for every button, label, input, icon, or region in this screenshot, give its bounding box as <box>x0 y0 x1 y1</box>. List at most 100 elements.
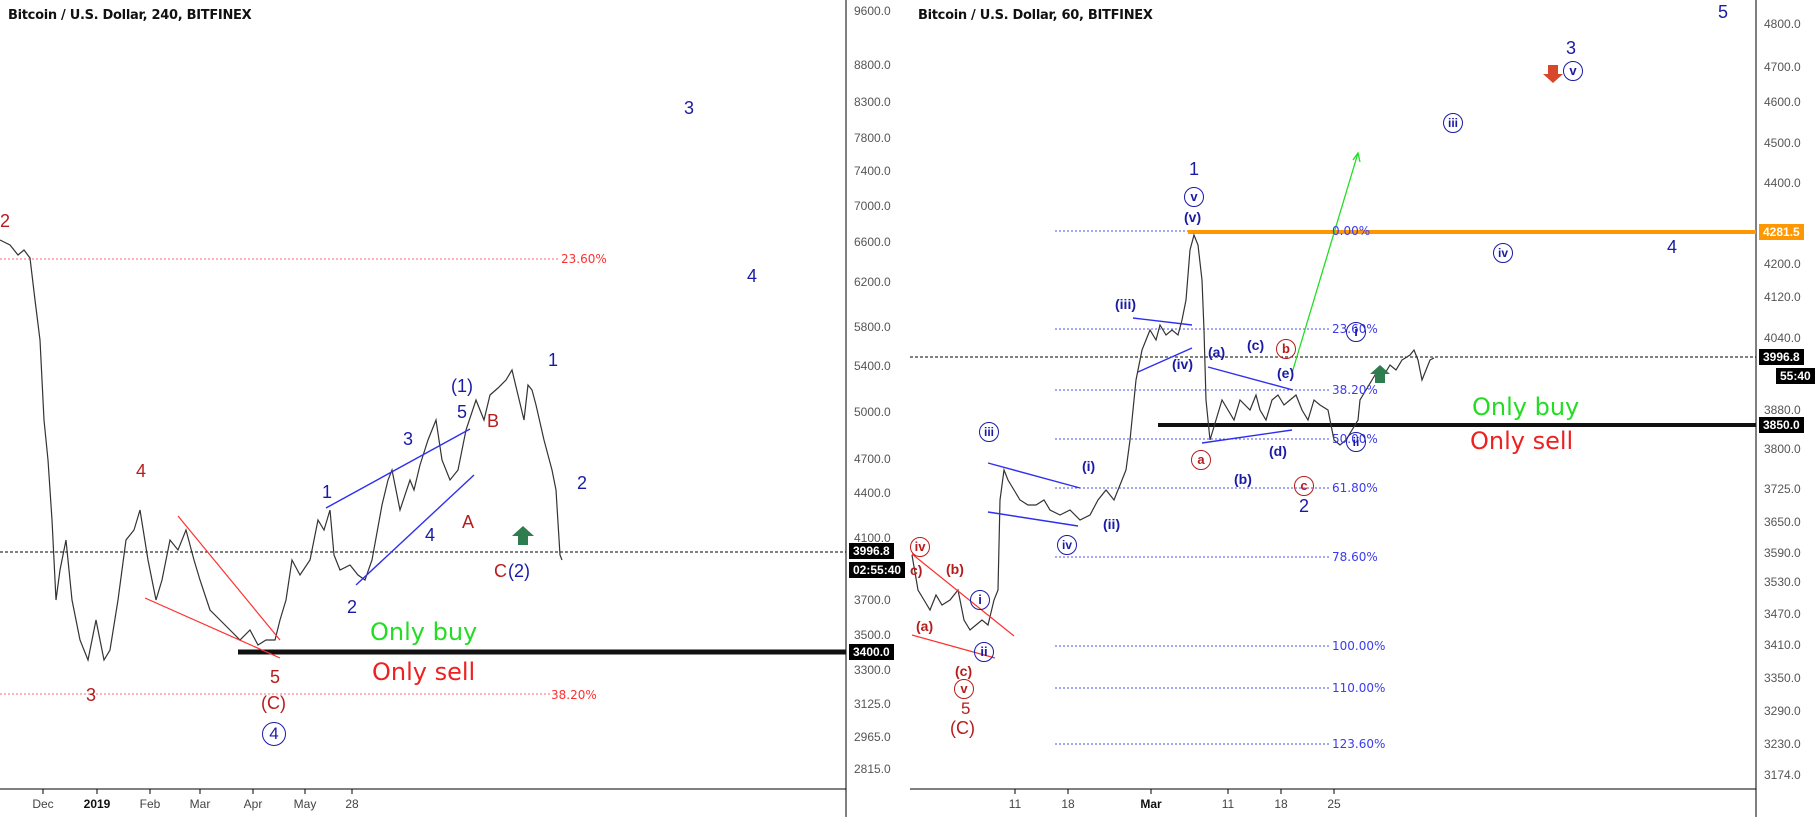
bar-countdown-tag: 02:55:40 <box>849 562 906 578</box>
price-tick: 4800.0 <box>1764 17 1801 31</box>
time-tick: 2019 <box>83 797 111 811</box>
right-chart-pane[interactable]: Bitcoin / U.S. Dollar, 60, BITFINEX 4800… <box>910 0 1817 817</box>
level-price-tag: 3850.0 <box>1759 417 1804 433</box>
wave-label-circled: iv <box>1057 535 1077 555</box>
wave-label: c) <box>910 562 923 578</box>
wave-label: 2 <box>577 473 588 493</box>
price-tick: 2815.0 <box>854 762 891 776</box>
wave-label-circled: iv <box>910 537 930 557</box>
wave-label-circled: 4 <box>262 722 286 746</box>
only-buy-label: Only buy <box>1472 393 1580 421</box>
price-tick: 4200.0 <box>1764 257 1801 271</box>
price-tick: 4400.0 <box>1764 176 1801 190</box>
price-tick: 3500.0 <box>854 628 891 642</box>
wave-label: 2 <box>347 597 358 617</box>
left-chart-canvas[interactable] <box>0 0 910 817</box>
wave-label: (v) <box>1184 209 1202 225</box>
wave-label: B <box>487 411 500 431</box>
wave-label: 4 <box>136 461 147 481</box>
price-tick: 3725.0 <box>1764 482 1801 496</box>
price-tick: 3590.0 <box>1764 546 1801 560</box>
time-tick: 18 <box>1274 797 1288 811</box>
price-tick: 4400.0 <box>854 486 891 500</box>
left-chart-title: Bitcoin / U.S. Dollar, 240, BITFINEX <box>8 8 252 23</box>
fib-label: 38.20% <box>1332 383 1378 397</box>
wave-label: 4 <box>747 266 758 286</box>
price-tick: 3470.0 <box>1764 607 1801 621</box>
wave-label: (a) <box>1208 344 1226 360</box>
wave-label-circled: c <box>1294 476 1314 496</box>
wave-label: (iv) <box>1172 356 1193 372</box>
wave-label-circled: v <box>954 679 974 699</box>
only-sell-label: Only sell <box>1470 427 1574 455</box>
price-tick: 5000.0 <box>854 405 891 419</box>
price-tick: 4120.0 <box>1764 290 1801 304</box>
price-tick: 3300.0 <box>854 663 891 677</box>
price-tick: 5400.0 <box>854 359 891 373</box>
wave-label: 3 <box>86 685 97 705</box>
price-tick: 4100.0 <box>854 531 891 545</box>
price-tick: 4600.0 <box>1764 95 1801 109</box>
price-tick: 8300.0 <box>854 95 891 109</box>
only-sell-label: Only sell <box>372 658 476 686</box>
price-tick: 3700.0 <box>854 593 891 607</box>
buy-arrow-icon <box>512 526 534 545</box>
wave-label: (C) <box>950 718 975 738</box>
fib-label: 110.00% <box>1332 681 1386 695</box>
fib-label: 78.60% <box>1332 550 1378 564</box>
fib-label: 123.60% <box>1332 737 1386 751</box>
time-tick: Feb <box>139 797 161 811</box>
price-tick: 4700.0 <box>1764 60 1801 74</box>
wave-label-circled: v <box>1184 187 1204 207</box>
wave-label: 5 <box>457 402 468 422</box>
wave-label: (ii) <box>1103 516 1121 532</box>
wave-label: 5 <box>961 699 971 718</box>
wave-label: A <box>462 512 475 532</box>
wave-label: 5 <box>270 667 281 687</box>
price-tick: 3350.0 <box>1764 671 1801 685</box>
wave-label-circled: i <box>970 590 990 610</box>
current-price-tag: 3996.8 <box>849 543 894 559</box>
wave-label: 3 <box>403 429 414 449</box>
time-tick: Mar <box>1140 797 1162 811</box>
fib-label: 23.60% <box>561 252 607 266</box>
fib-label: 100.00% <box>1332 639 1386 653</box>
wave-label: (b) <box>1234 471 1252 487</box>
price-tick: 3530.0 <box>1764 575 1801 589</box>
wave-label: 1 <box>322 482 333 502</box>
price-tick: 3650.0 <box>1764 515 1801 529</box>
only-buy-label: Only buy <box>370 618 478 646</box>
wave-label: (2) <box>508 561 530 581</box>
left-chart-pane[interactable]: Bitcoin / U.S. Dollar, 240, BITFINEX 960… <box>0 0 910 817</box>
price-tick: 7800.0 <box>854 131 891 145</box>
wave-label: (c) <box>955 663 973 679</box>
price-tick: 3880.0 <box>1764 403 1801 417</box>
wave-label: (a) <box>916 618 934 634</box>
price-tick: 7000.0 <box>854 199 891 213</box>
price-tick: 3290.0 <box>1764 704 1801 718</box>
wave-label: 1 <box>548 350 559 370</box>
sell-arrow-icon <box>1543 65 1563 83</box>
price-tick: 2965.0 <box>854 730 891 744</box>
wave-label-circled: iii <box>1443 113 1463 133</box>
resistance-price-tag: 4281.5 <box>1759 224 1804 240</box>
wave-label: 2 <box>1299 496 1310 516</box>
fib-label: 61.80% <box>1332 481 1378 495</box>
wave-label-circled: i <box>1346 322 1366 342</box>
time-tick: 11 <box>1008 797 1022 811</box>
time-tick: May <box>293 797 317 811</box>
wave-label: 4 <box>1667 237 1678 257</box>
wave-label-circled: v <box>1563 61 1583 81</box>
time-tick: 18 <box>1061 797 1075 811</box>
wave-label: 5 <box>1718 2 1729 22</box>
price-tick: 3230.0 <box>1764 737 1801 751</box>
right-chart-canvas[interactable] <box>910 0 1817 817</box>
price-tick: 6600.0 <box>854 235 891 249</box>
price-tick: 3800.0 <box>1764 442 1801 456</box>
wave-label-circled: ii <box>1346 432 1366 452</box>
level-price-tag: 3400.0 <box>849 644 894 660</box>
wave-label-circled: iii <box>979 422 999 442</box>
wave-label: 3 <box>1566 38 1577 58</box>
price-tick: 5800.0 <box>854 320 891 334</box>
buy-arrow-icon <box>1370 365 1390 383</box>
